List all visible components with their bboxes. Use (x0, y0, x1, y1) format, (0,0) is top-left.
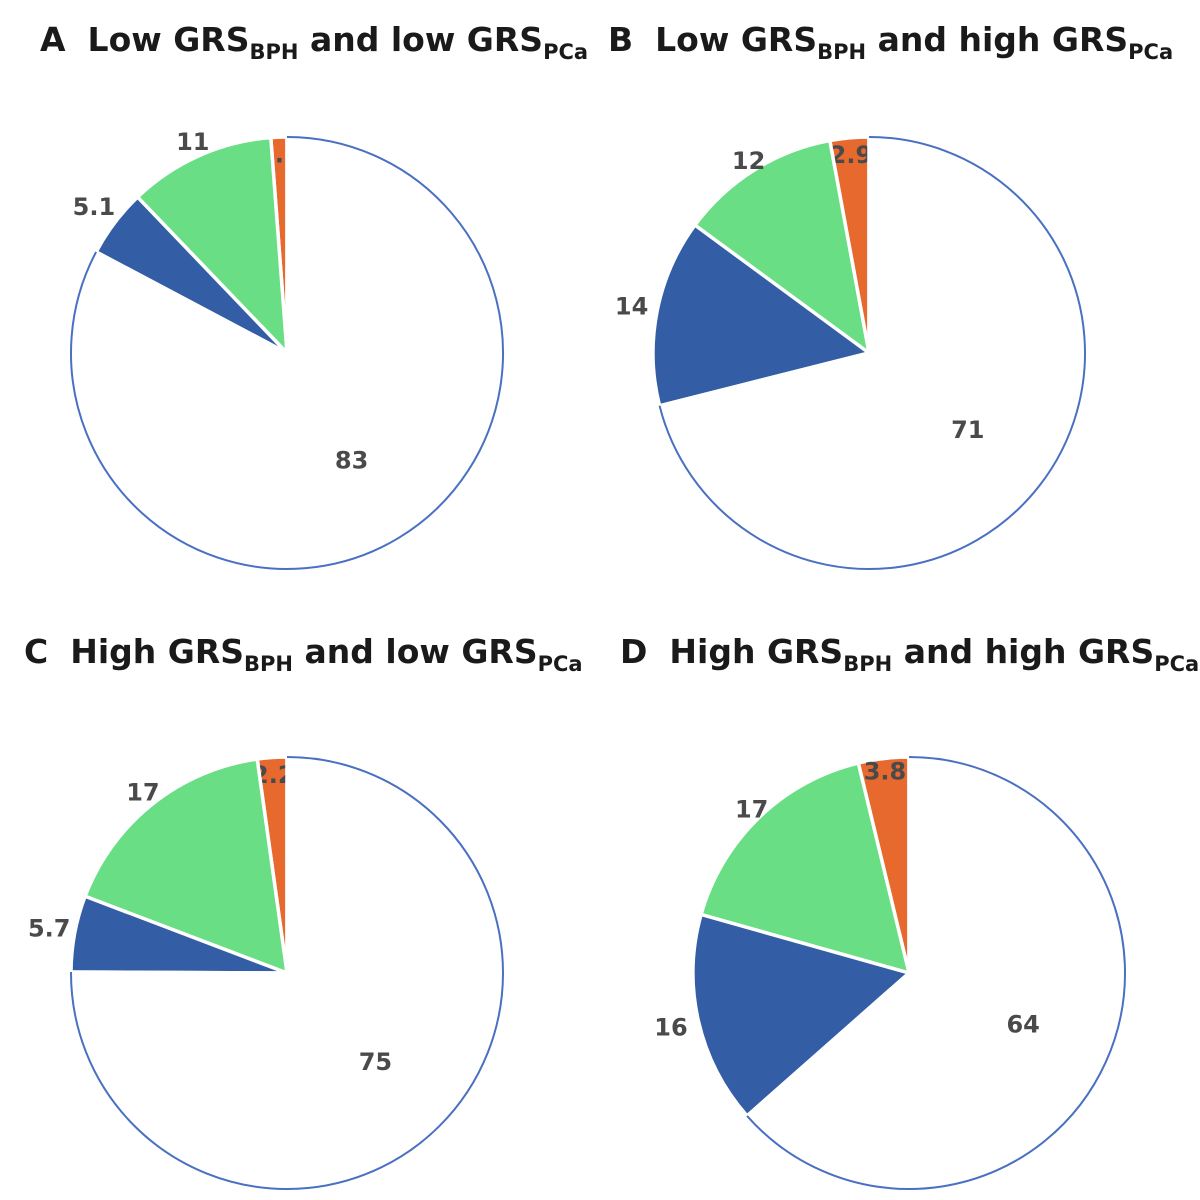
title-sub2: PCa (1154, 652, 1200, 676)
pie-label-white: 83 (335, 446, 368, 474)
panel-letter: B (608, 20, 634, 59)
pie-slice-outline (658, 136, 1086, 570)
panel-letter: C (24, 632, 49, 671)
title-sub1: BPH (817, 40, 867, 64)
pie-label-orange: 3.8 (864, 757, 907, 785)
pie-label-blue: 5.7 (28, 915, 71, 943)
pie-label-white: 64 (1006, 1011, 1039, 1039)
title-sub2: PCa (543, 40, 589, 64)
panel-title-c: C High GRSBPH and low GRSPCa (24, 632, 583, 684)
pie-label-green: 17 (126, 778, 159, 806)
title-middle: and low GRS (293, 632, 538, 671)
pie-label-white: 71 (951, 416, 984, 444)
pie-chart-b: 2.9 12 14 71 (615, 135, 1087, 571)
pie-slice-outline (746, 756, 1127, 1190)
pie-label-green: 12 (732, 147, 765, 175)
title-sub1: BPH (244, 652, 294, 676)
pie-label-blue: 16 (654, 1013, 687, 1041)
title-prefix: High GRS (70, 632, 245, 671)
title-middle: and low GRS (298, 20, 544, 59)
title-sub2: PCa (537, 652, 583, 676)
pie-slice-outline (69, 756, 504, 1190)
pie-slice-green (135, 135, 289, 355)
pie-slice-blue (651, 223, 871, 408)
pie-slice-green (693, 138, 871, 355)
title-prefix: High GRS (669, 632, 844, 671)
panel-title-a: A Low GRSBPH and low GRSPCa (40, 20, 588, 72)
pie-slice-outline (70, 136, 504, 570)
title-sub1: BPH (843, 652, 893, 676)
panel-letter: D (620, 632, 648, 671)
pie-label-green: 17 (735, 796, 768, 824)
pie-slice-blue (691, 912, 911, 1118)
pie-label-white: 75 (359, 1048, 392, 1076)
panel-letter: A (40, 20, 66, 59)
pie-chart-d: 3.8 17 16 64 (654, 755, 1127, 1191)
title-prefix: Low GRS (87, 20, 250, 59)
pie-label-green: 11 (176, 128, 209, 156)
panel-title-b: B Low GRSBPH and high GRSPCa (608, 20, 1173, 72)
pie-label-orange: 2.9 (830, 141, 873, 169)
title-middle: and high GRS (866, 20, 1129, 59)
title-prefix: Low GRS (655, 20, 818, 59)
pie-slice-green (699, 761, 911, 975)
title-sub1: BPH (249, 40, 299, 64)
panel-title-d: D High GRSBPH and high GRSPCa (620, 632, 1199, 684)
title-sub2: PCa (1128, 40, 1174, 64)
title-middle: and high GRS (892, 632, 1155, 671)
pie-label-blue: 5.1 (73, 193, 116, 221)
pie-label-blue: 14 (615, 293, 648, 321)
pie-slice-green (83, 757, 289, 975)
